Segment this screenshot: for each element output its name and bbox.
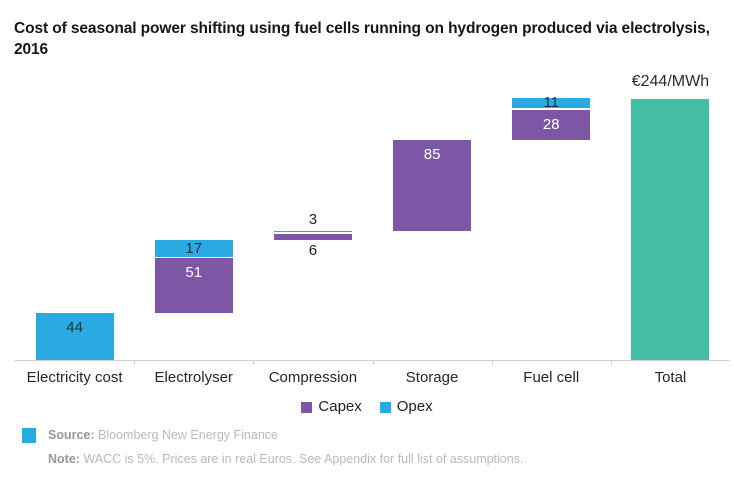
- bar-value-label-electrolyser-capex: 51: [185, 264, 203, 282]
- note-line: Note: WACC is 5%. Prices are in real Eur…: [48, 451, 523, 467]
- bar-segment-electrolyser-capex: [154, 258, 233, 313]
- chart-legend: Capex Opex: [0, 399, 734, 415]
- x-axis-label-total: Total: [654, 369, 687, 386]
- legend-label: Opex: [396, 398, 433, 415]
- legend-swatch-opex-icon: [379, 401, 391, 413]
- total-value-annotation: €244/MWh: [631, 73, 710, 90]
- x-axis-label-electricity-cost: Electricity cost: [26, 369, 123, 386]
- bar-segment-electricity-cost-opex: [35, 312, 114, 360]
- x-axis-tick: [491, 360, 493, 365]
- x-axis-label-compression: Compression: [268, 369, 358, 386]
- bar-value-label-storage-capex: 85: [423, 145, 441, 163]
- bar-value-label-compression-capex: 6: [308, 242, 318, 260]
- note-label: Note:: [48, 452, 80, 466]
- bar-segment-fuel-cell-opex: [512, 97, 591, 109]
- legend-item-capex: Capex: [301, 398, 362, 415]
- x-axis-tick: [253, 360, 255, 365]
- legend-swatch-capex-icon: [301, 401, 313, 413]
- bar-segment-fuel-cell-capex: [512, 109, 591, 140]
- bar-value-label-compression-opex: 3: [308, 210, 318, 228]
- x-axis-tick: [610, 360, 612, 365]
- bar-segment-total-total: [631, 99, 710, 360]
- bar-value-label-electricity-cost-opex: 44: [66, 318, 83, 336]
- x-axis-label-fuel-cell: Fuel cell: [523, 369, 580, 386]
- source-value: Bloomberg New Energy Finance: [98, 428, 278, 442]
- bar-segment-compression-capex: [273, 233, 352, 241]
- x-axis-label-storage: Storage: [405, 369, 459, 386]
- footer-accent-square-icon: [22, 428, 36, 443]
- chart-title: Cost of seasonal power shifting using fu…: [14, 20, 710, 58]
- bar-segment-electrolyser-opex: [154, 240, 233, 257]
- legend-label: Capex: [318, 398, 362, 415]
- source-line: Source: Bloomberg New Energy Finance: [48, 427, 278, 443]
- x-axis-label-electrolyser: Electrolyser: [154, 369, 233, 386]
- note-value: WACC is 5%. Prices are in real Euros. Se…: [83, 452, 524, 466]
- legend-item-opex: Opex: [379, 398, 433, 415]
- bar-value-label-fuel-cell-opex: 11: [543, 94, 560, 112]
- bar-value-label-fuel-cell-capex: 28: [542, 115, 560, 133]
- bar-value-label-electrolyser-opex: 17: [185, 239, 203, 257]
- source-label: Source:: [48, 428, 95, 442]
- bar-segment-storage-capex: [393, 139, 472, 231]
- x-axis-tick: [372, 360, 374, 365]
- footer: Source: Bloomberg New Energy Finance Not…: [0, 420, 734, 485]
- bar-segment-compression-opex: [273, 230, 352, 233]
- x-axis-tick: [134, 360, 136, 365]
